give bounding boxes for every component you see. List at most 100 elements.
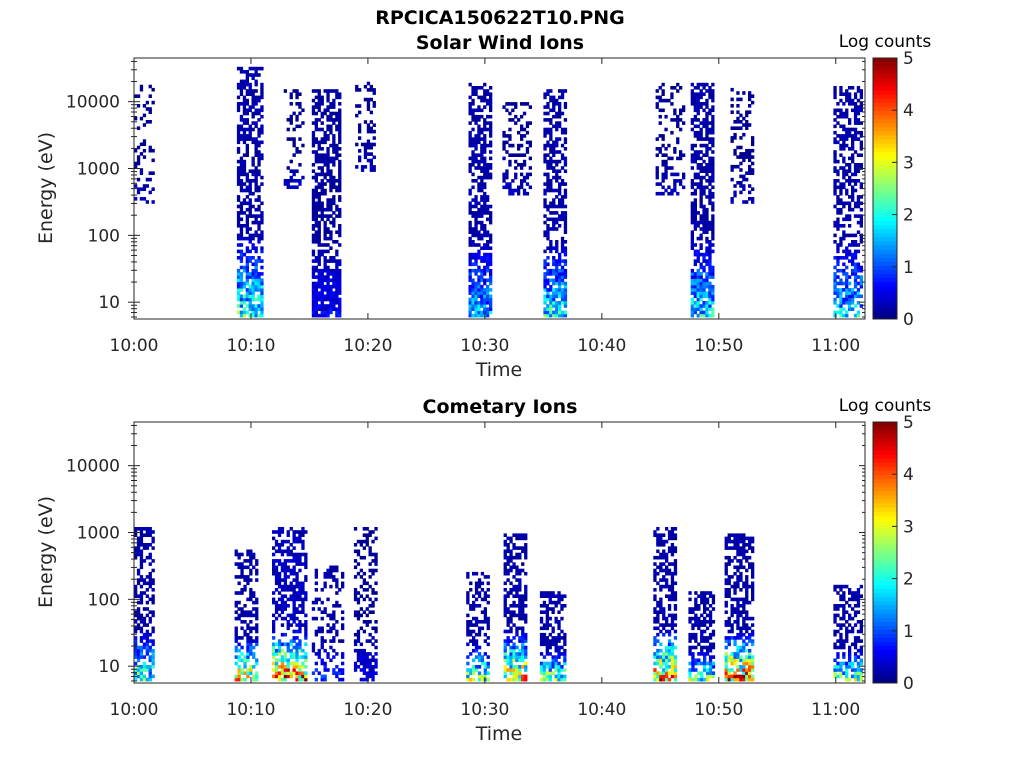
spectrogram-cell — [859, 265, 863, 270]
spectrogram-cell — [480, 278, 484, 283]
spectrogram-cell — [745, 113, 749, 118]
spectrogram-cell — [665, 661, 669, 666]
spectrogram-cell — [236, 66, 241, 71]
spectrogram-cell — [724, 546, 728, 550]
spectrogram-cell — [249, 594, 253, 598]
spectrogram-cell — [255, 671, 259, 675]
spectrogram-cell — [480, 207, 484, 212]
spectrogram-cell — [489, 278, 493, 283]
spectrogram-cell — [558, 284, 562, 289]
spectrogram-cell — [252, 645, 256, 650]
spectrogram-cell — [727, 575, 731, 579]
spectrogram-cell — [552, 188, 556, 193]
spectrogram-cell — [239, 172, 244, 177]
spectrogram-cell — [245, 150, 249, 154]
spectrogram-cell — [239, 288, 244, 292]
spectrogram-cell — [546, 89, 550, 93]
spectrogram-cell — [727, 642, 731, 647]
spectrogram-cell — [335, 150, 339, 154]
spectrogram-cell — [372, 142, 376, 147]
spectrogram-cell — [851, 143, 855, 148]
spectrogram-cell — [705, 137, 709, 141]
spectrogram-cell — [558, 150, 562, 154]
spectrogram-cell — [252, 600, 256, 605]
spectrogram-cell — [289, 549, 293, 554]
spectrogram-cell — [705, 230, 709, 234]
spectrogram-cell — [521, 636, 525, 640]
spectrogram-cell — [289, 95, 293, 100]
spectrogram-cell — [845, 111, 849, 116]
spectrogram-cell — [251, 278, 255, 283]
spectrogram-cell — [292, 652, 296, 656]
spectrogram-cell — [242, 281, 247, 286]
spectrogram-cell — [690, 143, 694, 148]
spectrogram-cell — [151, 171, 155, 175]
spectrogram-cell — [552, 224, 556, 228]
spectrogram-cell — [859, 130, 863, 135]
colorbar-swatch — [873, 229, 897, 234]
spectrogram-cell — [503, 639, 507, 643]
spectrogram-cell — [295, 584, 299, 589]
spectrogram-cell — [563, 163, 568, 167]
spectrogram-cell — [317, 607, 321, 611]
spectrogram-cell — [314, 597, 318, 602]
spectrogram-cell — [708, 175, 712, 180]
spectrogram-cell — [711, 236, 715, 241]
spectrogram-cell — [727, 616, 731, 621]
spectrogram-cell — [374, 626, 378, 631]
spectrogram-cell — [320, 301, 324, 305]
spectrogram-cell — [317, 143, 321, 148]
spectrogram-cell — [708, 240, 712, 244]
spectrogram-cell — [477, 310, 481, 315]
spectrogram-cell — [136, 607, 141, 611]
spectrogram-cell — [697, 594, 701, 598]
spectrogram-cell — [676, 140, 680, 145]
spectrogram-cell — [552, 147, 556, 151]
spectrogram-cell — [326, 156, 330, 161]
spectrogram-cell — [301, 591, 305, 595]
spectrogram-cell — [486, 259, 490, 263]
spectrogram-cell — [246, 674, 250, 679]
spectrogram-cell — [833, 281, 837, 286]
spectrogram-cell — [257, 108, 261, 113]
spectrogram-cell — [520, 127, 524, 132]
spectrogram-cell — [474, 256, 478, 260]
spectrogram-cell — [136, 536, 141, 541]
spectrogram-cell — [280, 588, 285, 592]
spectrogram-cell — [853, 256, 858, 260]
spectrogram-cell — [314, 304, 318, 308]
spectrogram-cell — [251, 233, 255, 238]
spectrogram-cell — [368, 597, 372, 602]
spectrogram-cell — [239, 275, 244, 279]
spectrogram-cell — [521, 645, 525, 650]
spectrogram-cell — [551, 600, 555, 605]
spectrogram-cell — [260, 307, 264, 311]
spectrogram-cell — [552, 169, 556, 173]
spectrogram-cell — [240, 658, 244, 663]
spectrogram-cell — [688, 632, 692, 637]
spectrogram-cell — [237, 677, 241, 682]
colorbar-tick-label: 3 — [903, 153, 914, 173]
spectrogram-cell — [656, 600, 660, 605]
spectrogram-cell — [372, 88, 376, 92]
spectrogram-cell — [851, 259, 855, 263]
spectrogram-cell — [280, 527, 285, 531]
spectrogram-cell — [525, 172, 530, 177]
spectrogram-cell — [659, 565, 663, 570]
spectrogram-cell — [539, 639, 544, 643]
spectrogram-cell — [842, 137, 846, 141]
spectrogram-cell — [503, 555, 507, 560]
spectrogram-cell — [836, 172, 840, 177]
spectrogram-cell — [245, 175, 249, 180]
spectrogram-cell — [509, 626, 513, 631]
spectrogram-cell — [369, 168, 373, 172]
spectrogram-cell — [745, 200, 749, 204]
spectrogram-cell — [326, 288, 330, 292]
spectrogram-cell — [280, 568, 285, 573]
spectrogram-cell — [335, 297, 339, 302]
spectrogram-cell — [251, 169, 255, 173]
spectrogram-cell — [705, 284, 709, 289]
spectrogram-cell — [363, 84, 368, 89]
spectrogram-cell — [518, 636, 522, 640]
spectrogram-cell — [148, 555, 152, 560]
